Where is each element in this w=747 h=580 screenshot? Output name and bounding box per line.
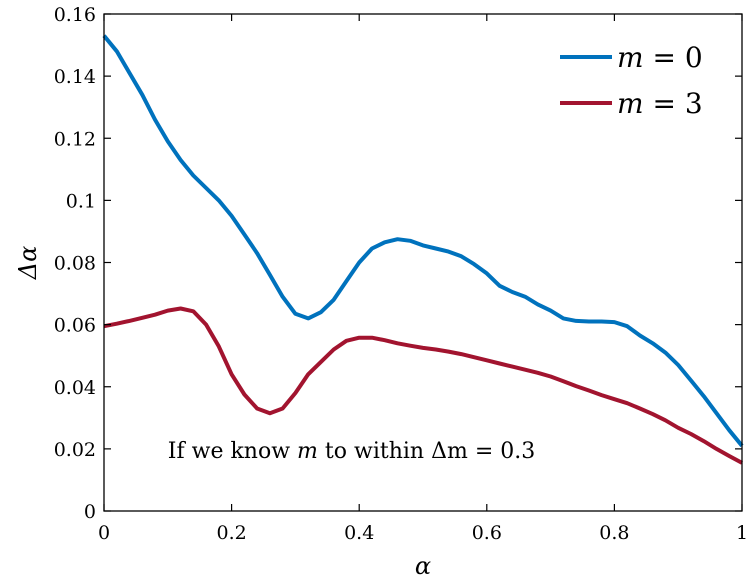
legend-rest-m3: = 3 (644, 87, 703, 120)
x-tick-label: 1 (736, 522, 747, 544)
x-tick-label: 0.2 (216, 522, 246, 544)
annotation-text: If we know m to within Δm = 0.3 (168, 439, 535, 464)
y-tick-label: 0 (84, 501, 96, 523)
x-tick-label: 0.4 (344, 522, 374, 544)
legend: m = 0 m = 3 (560, 41, 703, 120)
plot-frame (103, 13, 743, 512)
legend-label-m0: m = 0 (617, 41, 703, 74)
series-line-1 (103, 306, 743, 465)
y-tick-label: 0.08 (54, 253, 96, 275)
x-axis-label: α (415, 552, 431, 580)
annotation-prefix: If we know (168, 439, 297, 464)
legend-var-m0: m (617, 41, 644, 74)
legend-label-m3: m = 3 (617, 87, 703, 120)
series-line-0 (102, 34, 744, 448)
legend-var-m3: m (617, 87, 644, 120)
y-tick-label: 0.06 (54, 315, 96, 337)
series-layer (102, 34, 744, 465)
y-tick-label: 0.04 (54, 377, 96, 399)
y-tick-label: 0.16 (54, 4, 96, 26)
x-tick-label: 0.6 (472, 522, 502, 544)
annotation-suffix: = 0.3 (468, 439, 535, 464)
legend-rest-m0: = 0 (644, 41, 703, 74)
annotation-middle: to within (318, 439, 431, 464)
annotation-var-dm: Δm (431, 439, 468, 464)
x-tick-label: 0.8 (599, 522, 629, 544)
y-tick-label: 0.02 (54, 439, 96, 461)
annotation-var-m: m (297, 439, 318, 464)
y-tick-label: 0.1 (66, 190, 96, 212)
y-tick-label: 0.12 (54, 128, 96, 150)
x-tick-label: 0 (98, 522, 110, 544)
y-tick-label: 0.14 (54, 66, 96, 88)
y-axis-label: Δα (14, 246, 42, 281)
